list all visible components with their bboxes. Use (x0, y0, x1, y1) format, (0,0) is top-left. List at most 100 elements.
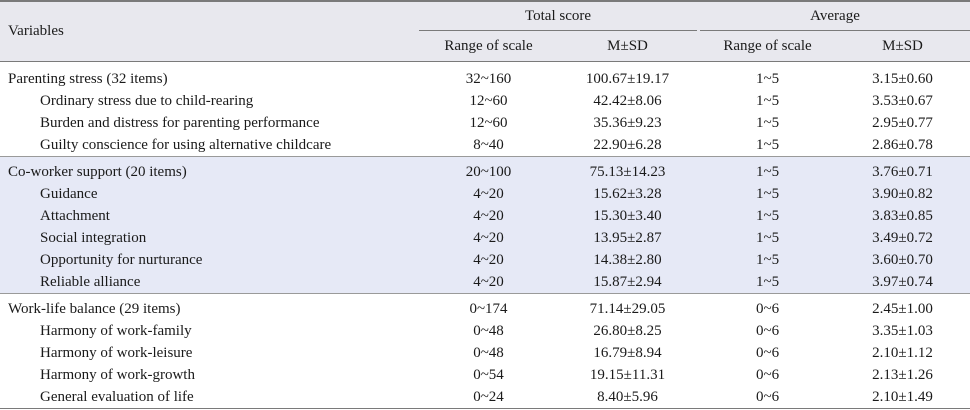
total-msd-cell: 15.30±3.40 (558, 205, 698, 227)
header-avg-msd: M±SD (835, 30, 970, 62)
total-msd-cell: 42.42±8.06 (593, 92, 662, 109)
avg-range-cell: 1~5 (755, 70, 780, 87)
total-msd-cell: 35.36±9.23 (593, 114, 662, 131)
avg-range-cell: 1~5 (700, 227, 836, 249)
avg-msd-cell: 3.76±0.71 (835, 161, 970, 183)
avg-range-cell: 1~5 (700, 205, 836, 227)
total-msd-cell: 71.14±29.05 (589, 300, 666, 317)
table-row: Opportunity for nurturance 4~20 14.38±2.… (0, 249, 970, 271)
avg-range-cell: 0~6 (755, 322, 780, 339)
total-range-cell: 12~60 (469, 92, 508, 109)
table-row: Reliable alliance 4~20 15.87±2.94 1~5 3.… (0, 271, 970, 294)
row-label: Attachment (0, 205, 419, 227)
row-label: Reliable alliance (0, 271, 419, 294)
avg-range-cell: 0~6 (755, 366, 780, 383)
table-row: Guidance 4~20 15.62±3.28 1~5 3.90±0.82 (0, 183, 970, 205)
total-range-cell: 4~20 (419, 271, 558, 294)
avg-msd-cell: 3.97±0.74 (835, 271, 970, 294)
avg-range-cell: 1~5 (700, 183, 836, 205)
table-row: Social integration 4~20 13.95±2.87 1~5 3… (0, 227, 970, 249)
total-msd-cell: 15.87±2.94 (558, 271, 698, 294)
header-gap-2 (697, 30, 701, 62)
total-range-cell: 0~54 (473, 366, 504, 383)
section-parenting-stress: Parenting stress (32 items) 32~160 100.6… (0, 62, 970, 157)
row-label: Harmony of work-leisure (40, 344, 193, 361)
total-range-cell: 0~174 (469, 300, 508, 317)
avg-msd-cell: 3.35±1.03 (872, 322, 933, 339)
row-label: Social integration (0, 227, 419, 249)
table-row: Ordinary stress due to child-rearing 12~… (0, 90, 970, 112)
avg-msd-cell: 2.13±1.26 (872, 366, 933, 383)
row-label: Harmony of work-family (40, 322, 192, 339)
header-total-score: Total score (419, 0, 698, 31)
avg-range-cell: 1~5 (755, 114, 780, 131)
total-range-cell: 32~160 (465, 70, 512, 87)
avg-msd-cell: 2.10±1.12 (872, 344, 933, 361)
total-msd-cell: 75.13±14.23 (558, 161, 698, 183)
total-msd-cell: 8.40±5.96 (558, 386, 698, 409)
total-msd-cell: 14.38±2.80 (558, 249, 698, 271)
avg-msd-cell: 2.86±0.78 (872, 136, 933, 153)
total-range-cell: 8~40 (473, 136, 504, 153)
avg-range-cell: 0~6 (700, 386, 836, 409)
header-avg-range: Range of scale (700, 30, 836, 62)
row-label: General evaluation of life (0, 386, 419, 409)
total-msd-cell: 22.90±6.28 (593, 136, 662, 153)
avg-msd-cell: 2.10±1.49 (835, 386, 970, 409)
avg-msd-cell: 2.95±0.77 (872, 114, 933, 131)
header-total-range: Range of scale (419, 30, 558, 62)
header-average: Average (700, 0, 970, 31)
row-label: Harmony of work-growth (40, 366, 195, 383)
table-row: Work-life balance (29 items) 0~174 71.14… (0, 298, 970, 320)
total-range-cell: 4~20 (419, 183, 558, 205)
section-work-life-balance: Work-life balance (29 items) 0~174 71.14… (0, 293, 970, 409)
header-gap (697, 0, 701, 31)
total-range-cell: 0~48 (473, 322, 504, 339)
total-range-cell: 4~20 (419, 227, 558, 249)
avg-range-cell: 1~5 (700, 271, 836, 294)
total-range-cell: 4~20 (419, 205, 558, 227)
avg-msd-cell: 2.45±1.00 (872, 300, 933, 317)
total-msd-cell: 15.62±3.28 (558, 183, 698, 205)
table-row: Guilty conscience for using alternative … (0, 134, 970, 157)
total-msd-cell: 16.79±8.94 (593, 344, 662, 361)
total-msd-cell: 100.67±19.17 (585, 70, 670, 87)
header-variables: Variables (0, 0, 419, 62)
row-label: Guilty conscience for using alternative … (40, 136, 332, 153)
total-range-cell: 0~48 (473, 344, 504, 361)
row-label: Ordinary stress due to child-rearing (40, 92, 254, 109)
table-row: Harmony of work-family 0~48 26.80±8.25 0… (0, 320, 970, 342)
avg-range-cell: 1~5 (755, 92, 780, 109)
total-range-cell: 12~60 (469, 114, 508, 131)
avg-range-cell: 1~5 (755, 136, 780, 153)
avg-msd-cell: 3.90±0.82 (835, 183, 970, 205)
avg-msd-cell: 3.49±0.72 (835, 227, 970, 249)
table-row: Harmony of work-growth 0~54 19.15±11.31 … (0, 364, 970, 386)
table-row: Co-worker support (20 items) 20~100 75.1… (0, 161, 970, 183)
avg-range-cell: 0~6 (755, 300, 780, 317)
avg-msd-cell: 3.83±0.85 (835, 205, 970, 227)
avg-msd-cell: 3.53±0.67 (872, 92, 933, 109)
row-label: Guidance (0, 183, 419, 205)
row-label: Parenting stress (32 items) (8, 70, 168, 87)
row-label: Opportunity for nurturance (0, 249, 419, 271)
row-label: Work-life balance (29 items) (8, 300, 181, 317)
avg-msd-cell: 3.60±0.70 (835, 249, 970, 271)
total-range-cell: 0~24 (419, 386, 558, 409)
row-label: Burden and distress for parenting perfor… (40, 114, 320, 131)
table-row: General evaluation of life 0~24 8.40±5.9… (0, 386, 970, 409)
table-row: Burden and distress for parenting perfor… (0, 112, 970, 134)
total-msd-cell: 26.80±8.25 (593, 322, 662, 339)
avg-range-cell: 0~6 (755, 344, 780, 361)
total-range-cell: 20~100 (419, 161, 558, 183)
avg-msd-cell: 3.15±0.60 (872, 70, 933, 87)
table-row: Parenting stress (32 items) 32~160 100.6… (0, 62, 970, 91)
table-row: Attachment 4~20 15.30±3.40 1~5 3.83±0.85 (0, 205, 970, 227)
avg-range-cell: 1~5 (700, 249, 836, 271)
section-co-worker-support: Co-worker support (20 items) 20~100 75.1… (0, 156, 970, 294)
avg-range-cell: 1~5 (700, 161, 836, 183)
total-msd-cell: 13.95±2.87 (558, 227, 698, 249)
table-row: Harmony of work-leisure 0~48 16.79±8.94 … (0, 342, 970, 364)
